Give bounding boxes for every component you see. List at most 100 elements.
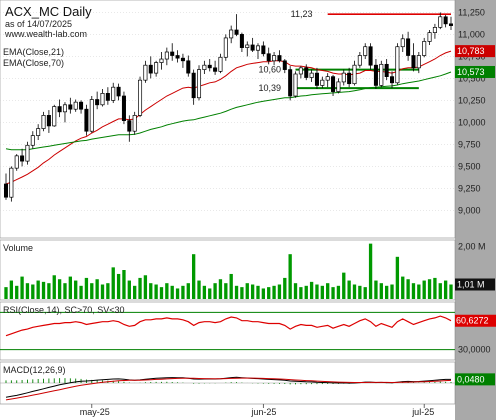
volume-bar	[127, 280, 131, 299]
as-of-date: as of 14/07/2025	[5, 19, 72, 29]
candle-body	[14, 155, 19, 169]
volume-bar	[363, 287, 367, 299]
volume-value-label: 1,01 M	[457, 280, 485, 290]
candle-body	[180, 57, 185, 62]
volume-bar	[234, 285, 239, 299]
candle-body	[443, 16, 448, 25]
x-axis-labels: may-25 jun-25 jul-25	[80, 404, 434, 417]
candle-body	[202, 64, 207, 70]
level-label-support-low: 10,39	[259, 83, 282, 93]
macd-title: MACD(12,26,9)	[3, 365, 66, 375]
volume-bar	[90, 283, 94, 299]
price-tick-label: 10,500	[458, 73, 486, 83]
candle-body	[422, 41, 427, 56]
price-tick-label: 9,250	[458, 183, 481, 193]
candle-body	[245, 44, 250, 48]
candle-body	[138, 79, 143, 116]
candle-body	[314, 72, 319, 86]
volume-bar	[272, 285, 276, 299]
candle-body	[154, 62, 159, 74]
candle-body	[218, 56, 223, 72]
rsi-panel[interactable]	[0, 301, 456, 361]
volume-bar	[4, 287, 8, 299]
volume-panel[interactable]	[0, 239, 456, 301]
price-tick-label: 9,500	[458, 161, 481, 171]
volume-bar	[438, 283, 442, 299]
volume-bar	[52, 275, 56, 299]
volume-title: Volume	[3, 243, 33, 253]
candle-body	[191, 72, 196, 99]
volume-bar	[304, 285, 308, 299]
volume-bar	[122, 270, 126, 299]
volume-bar	[159, 287, 164, 299]
candle-body	[357, 55, 362, 66]
candle-body	[288, 69, 293, 97]
volume-bar	[191, 254, 196, 299]
candle-body	[73, 101, 78, 110]
candle-body	[272, 55, 277, 62]
y-axis-labels: 11,25011,00010,75010,50010,25010,0009,75…	[455, 7, 496, 386]
chart-title: ACX_MC Daily	[5, 4, 92, 19]
candle-body	[347, 72, 352, 85]
x-tick-label: jul-25	[411, 407, 434, 417]
macd-value-tag	[455, 373, 495, 386]
candle-body	[325, 76, 330, 81]
volume-bar	[213, 283, 217, 299]
volume-bar	[320, 285, 324, 299]
candle-body	[186, 60, 191, 74]
candle-body	[143, 64, 148, 81]
candle-body	[331, 76, 336, 92]
candle-body	[20, 155, 25, 162]
volume-bar	[25, 283, 30, 299]
candle-body	[25, 144, 30, 162]
ema70-value-label: 10,573	[457, 67, 485, 77]
candle-body	[164, 51, 169, 60]
ema70-value-tag	[455, 65, 495, 78]
candle-body	[250, 44, 255, 51]
volume-bar	[149, 283, 153, 299]
candle-body	[30, 135, 35, 146]
candle-body	[384, 63, 389, 77]
ema70-line	[5, 71, 452, 151]
candle-body	[132, 115, 137, 132]
volume-bar	[379, 283, 383, 299]
volume-bar	[374, 280, 378, 299]
volume-bar	[181, 285, 185, 299]
candle-body	[223, 37, 228, 58]
candle-body	[261, 45, 266, 55]
candle-body	[390, 76, 395, 84]
volume-bar	[31, 284, 35, 299]
rsi-title: RSI(Close,14), SC>70, SV<30	[3, 305, 125, 315]
macd-signal-line	[5, 377, 452, 401]
volume-bar	[309, 281, 314, 299]
volume-bar	[288, 254, 292, 299]
volume-bar	[57, 279, 62, 299]
volume-bar	[15, 285, 19, 299]
candle-body	[62, 104, 67, 113]
volume-bar	[385, 285, 389, 299]
candle-body	[255, 45, 260, 51]
volume-bar	[267, 287, 271, 299]
candle-body	[298, 67, 303, 75]
candle-body	[41, 115, 46, 129]
volume-bar	[95, 279, 99, 299]
volume-bar	[240, 287, 244, 299]
volume-value-tag	[455, 278, 495, 291]
volume-bar	[143, 275, 148, 299]
volume-bar	[342, 272, 346, 299]
candle-body	[438, 16, 443, 28]
volume-bar	[245, 283, 249, 299]
level-label-resistance: 11,23	[291, 9, 313, 19]
volume-bar	[154, 284, 158, 299]
candle-body	[427, 32, 432, 42]
volume-bar	[401, 276, 405, 299]
candle-body	[282, 60, 287, 70]
price-tick-label: 11,000	[458, 29, 485, 39]
candle-body	[57, 106, 62, 113]
candle-body	[304, 67, 309, 78]
ema21-value-label: 10,783	[457, 46, 485, 56]
ema21-value-tag	[455, 45, 495, 58]
volume-bar	[208, 288, 212, 299]
